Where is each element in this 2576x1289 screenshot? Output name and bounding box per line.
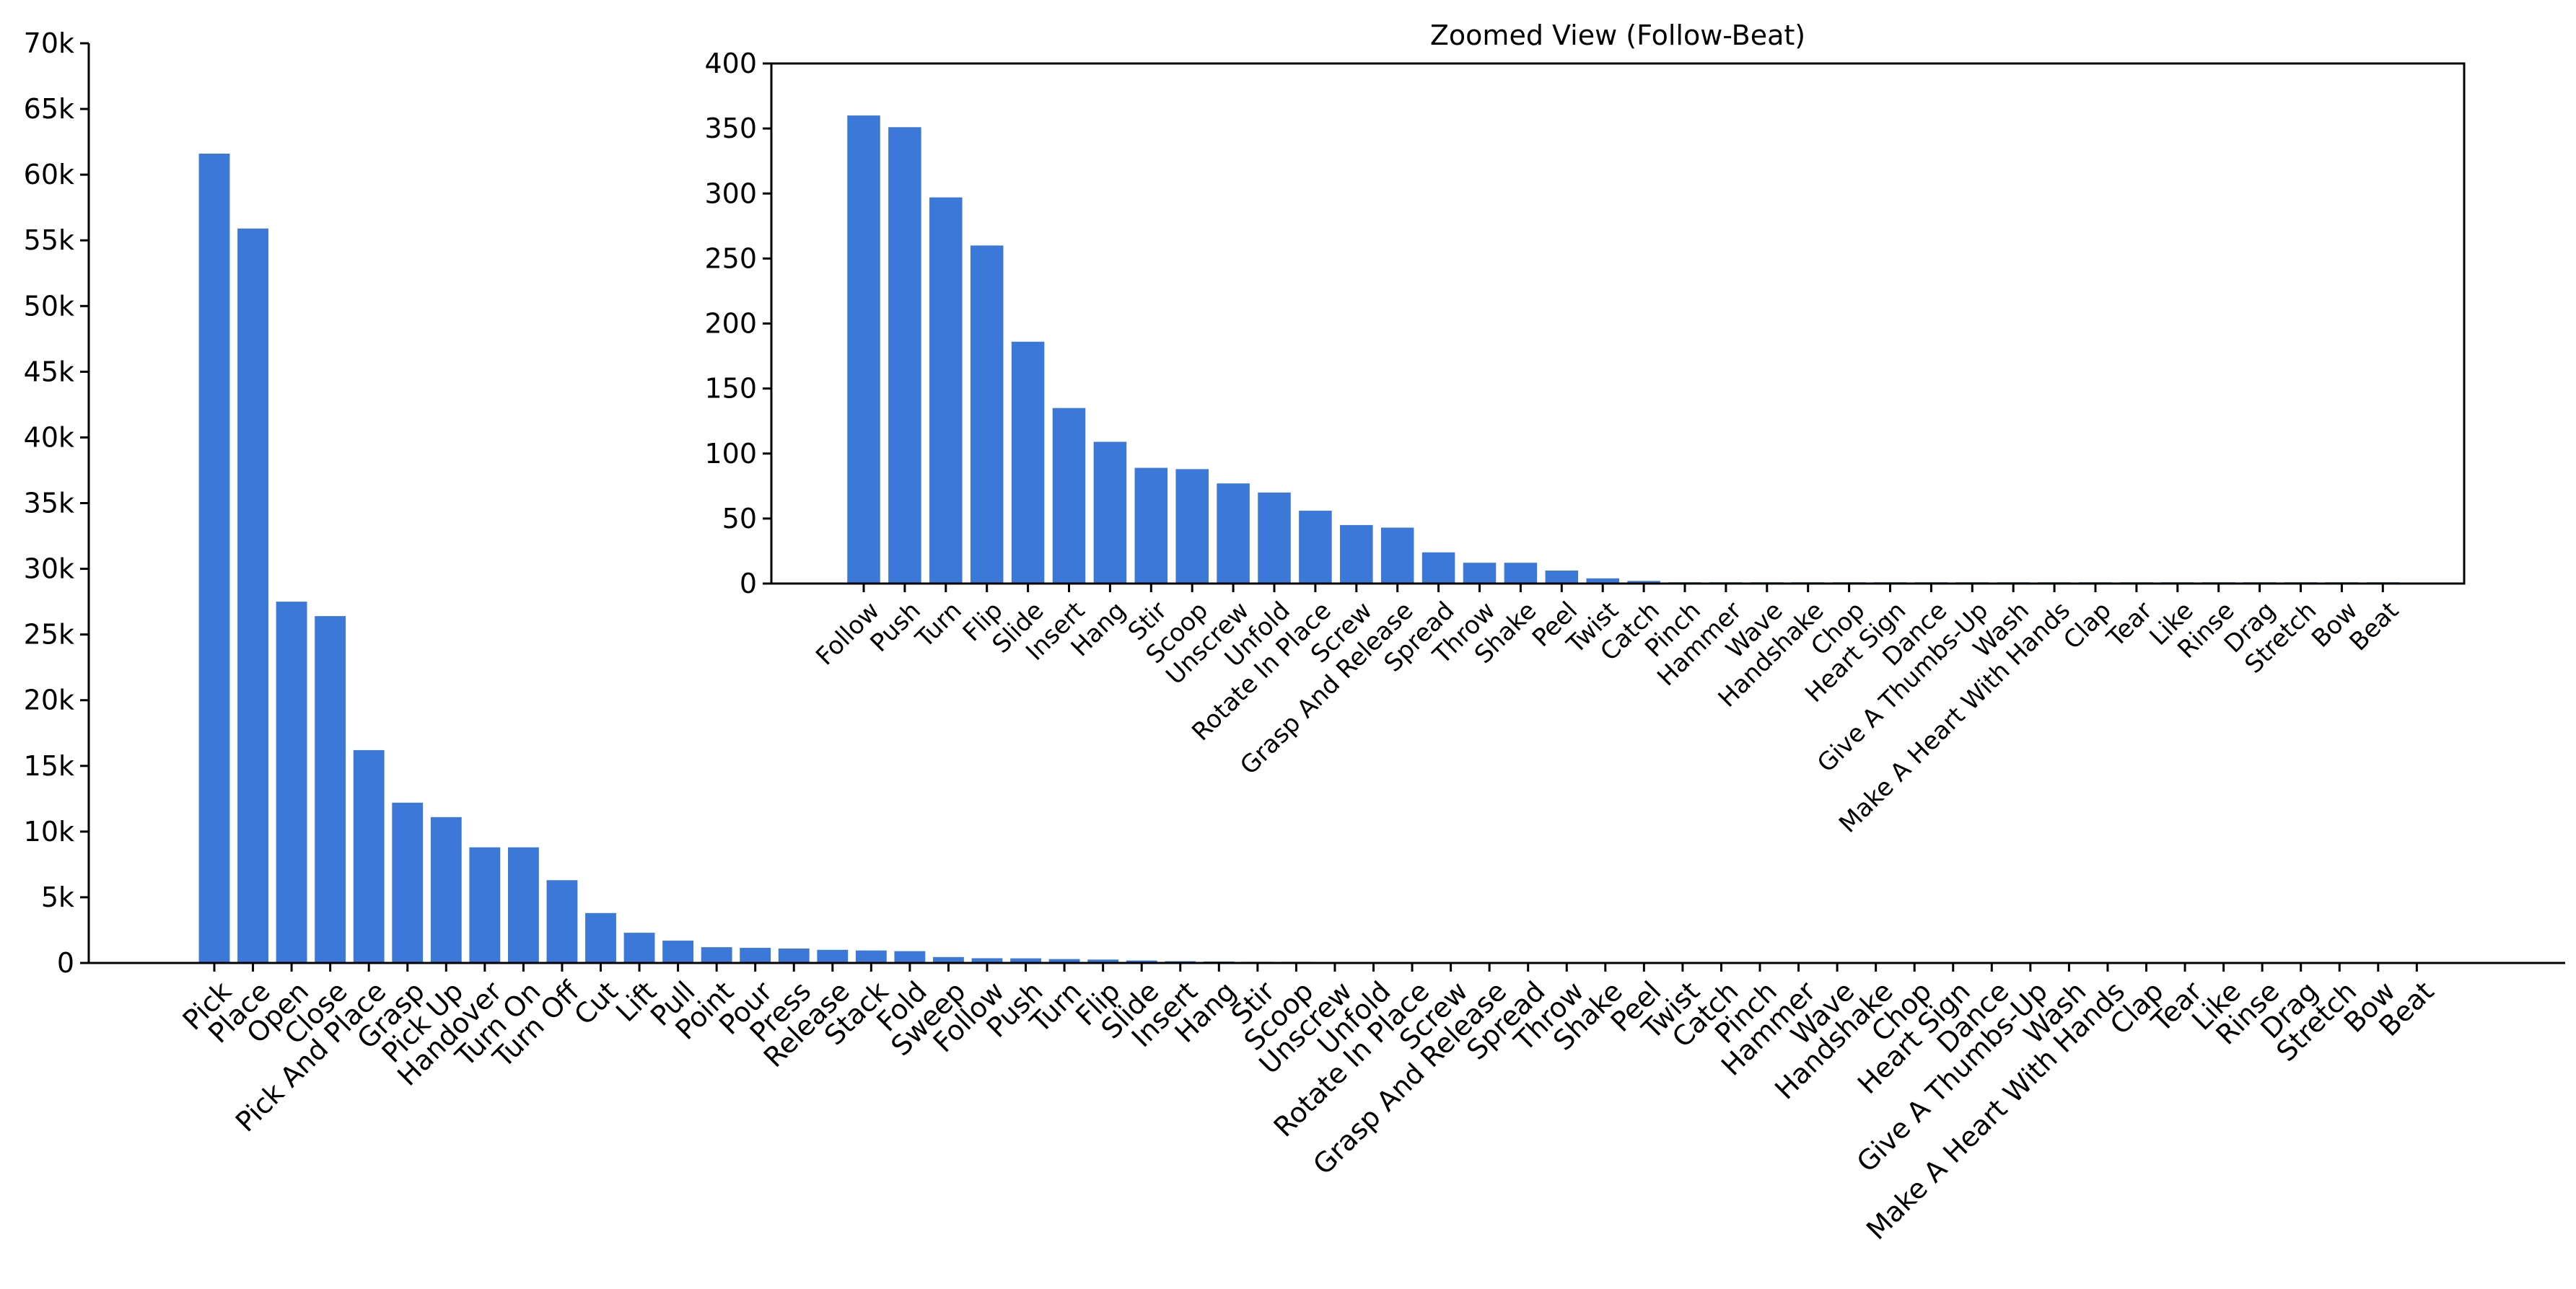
inset-bar-6 <box>1094 442 1127 584</box>
inset-ytick-label-2: 100 <box>704 438 757 470</box>
main-ytick-label-8: 40k <box>24 421 74 453</box>
inset-ytick-label-6: 300 <box>704 177 757 209</box>
inset-ytick-label-4: 200 <box>704 308 757 340</box>
main-ytick-label-5: 25k <box>24 619 74 651</box>
inset-bar-17 <box>1546 571 1579 584</box>
main-ytick-label-12: 60k <box>24 159 74 190</box>
main-bar-8 <box>508 848 539 963</box>
inset-bar-5 <box>1053 408 1086 584</box>
main-bar-1 <box>237 229 268 963</box>
inset-bar-8 <box>1175 469 1209 584</box>
main-bar-15 <box>779 949 810 963</box>
main-bar-7 <box>469 848 500 963</box>
inset-bar-1 <box>888 127 921 584</box>
main-ytick-label-6: 30k <box>24 553 74 585</box>
main-bar-18 <box>894 951 925 963</box>
main-ytick-label-2: 10k <box>24 816 74 848</box>
inset-bar-10 <box>1258 493 1291 584</box>
main-bar-10 <box>585 913 616 963</box>
main-bar-5 <box>392 803 423 963</box>
inset-category-label-37: Beat <box>2344 597 2404 657</box>
main-bar-17 <box>856 951 887 963</box>
inset-bar-12 <box>1340 525 1373 584</box>
main-ytick-label-14: 70k <box>24 27 74 59</box>
inset-ytick-label-7: 350 <box>704 113 757 144</box>
main-bar-12 <box>662 941 693 963</box>
main-bar-16 <box>817 950 848 963</box>
inset-bar-4 <box>1012 342 1045 584</box>
inset-bar-16 <box>1504 563 1538 584</box>
inset-ytick-label-3: 150 <box>704 373 757 405</box>
main-ytick-label-3: 15k <box>24 750 74 782</box>
inset-bar-14 <box>1422 553 1455 584</box>
inset-chart-title: Zoomed View (Follow-Beat) <box>1430 19 1805 51</box>
zoomed-inset-bar-chart: Zoomed View (Follow-Beat) 0 50 100 150 200 25… <box>704 19 2464 839</box>
inset-bar-13 <box>1381 527 1414 584</box>
main-bar-4 <box>354 750 385 963</box>
main-ytick-label-11: 55k <box>24 224 74 256</box>
inset-bar-15 <box>1463 563 1497 584</box>
main-bar-9 <box>547 880 578 963</box>
inset-bar-9 <box>1217 483 1250 584</box>
inset-bar-0 <box>847 115 880 584</box>
main-ytick-label-4: 20k <box>24 685 74 716</box>
main-ytick-label-10: 50k <box>24 290 74 322</box>
inset-ytick-label-1: 50 <box>722 503 757 534</box>
main-bar-6 <box>431 817 462 963</box>
main-ytick-label-0: 0 <box>57 947 74 979</box>
main-bar-11 <box>624 933 655 963</box>
main-ytick-label-7: 35k <box>24 488 74 519</box>
main-ytick-label-9: 45k <box>24 356 74 387</box>
main-bar-3 <box>315 616 346 963</box>
inset-bar-3 <box>971 245 1004 584</box>
inset-bar-2 <box>929 198 963 584</box>
inset-ytick-label-5: 250 <box>704 242 757 274</box>
inset-bar-7 <box>1135 468 1168 584</box>
main-ytick-label-1: 5k <box>41 881 74 913</box>
main-bar-14 <box>740 948 771 963</box>
main-bar-2 <box>276 602 307 963</box>
inset-bar-11 <box>1299 511 1332 584</box>
inset-ytick-label-0: 0 <box>740 568 757 599</box>
main-ytick-label-13: 65k <box>24 93 74 125</box>
main-bar-13 <box>701 947 732 963</box>
inset-ytick-label-8: 400 <box>704 48 757 79</box>
main-bar-0 <box>199 154 230 963</box>
